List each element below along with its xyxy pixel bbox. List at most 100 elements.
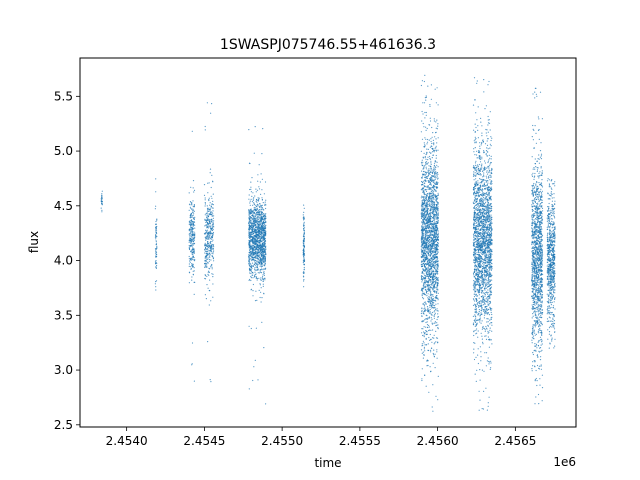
data-point — [425, 226, 427, 228]
data-point — [421, 205, 423, 207]
data-point — [436, 87, 438, 89]
data-point — [426, 251, 428, 253]
data-point — [251, 245, 253, 247]
data-point — [429, 211, 431, 213]
data-point — [420, 217, 423, 219]
data-point — [208, 199, 210, 202]
data-point — [259, 239, 261, 241]
data-point — [257, 180, 259, 182]
data-point — [427, 310, 429, 312]
data-point — [433, 202, 435, 204]
data-point — [259, 254, 261, 256]
data-point — [259, 243, 261, 245]
data-point — [257, 225, 259, 227]
data-point — [437, 285, 439, 287]
data-point — [424, 97, 426, 99]
data-point — [423, 166, 425, 168]
data-point — [191, 264, 194, 266]
data-point — [429, 202, 431, 204]
data-point — [248, 215, 250, 217]
data-point — [251, 250, 253, 252]
data-point — [254, 269, 256, 271]
data-point — [425, 166, 427, 168]
data-point — [423, 293, 425, 295]
data-point — [423, 248, 425, 250]
data-point — [263, 347, 265, 349]
data-point — [421, 293, 423, 295]
data-point — [211, 248, 213, 250]
data-point — [428, 219, 430, 221]
data-point — [424, 209, 426, 211]
data-point — [155, 228, 157, 230]
data-point — [426, 321, 428, 323]
data-point — [303, 238, 305, 240]
data-point — [436, 247, 438, 249]
data-point — [435, 218, 437, 220]
data-point — [256, 246, 258, 248]
data-point — [264, 214, 266, 216]
data-point — [189, 237, 191, 239]
data-point — [422, 219, 424, 221]
data-point — [430, 201, 433, 203]
data-point — [253, 259, 255, 261]
data-point — [429, 272, 431, 275]
data-point — [264, 260, 266, 262]
data-point — [425, 201, 427, 203]
data-point — [192, 200, 194, 202]
data-point — [213, 260, 215, 262]
data-point — [433, 214, 435, 216]
data-point — [258, 277, 260, 279]
data-point — [420, 256, 423, 258]
data-point — [303, 247, 305, 249]
data-point — [422, 340, 424, 342]
data-point — [421, 230, 423, 233]
data-point — [260, 266, 262, 268]
data-point — [208, 199, 210, 201]
data-point — [256, 214, 258, 216]
data-point — [188, 271, 190, 273]
data-point — [437, 149, 439, 151]
data-point — [435, 216, 437, 218]
data-point — [189, 245, 192, 247]
data-point — [427, 253, 429, 255]
data-point — [259, 231, 261, 233]
data-point — [425, 114, 427, 116]
data-point — [250, 220, 252, 222]
data-point — [252, 212, 254, 214]
data-point — [253, 197, 255, 199]
data-point — [424, 144, 426, 146]
data-point — [206, 212, 208, 214]
data-point — [436, 286, 438, 288]
data-point — [210, 186, 212, 189]
data-point — [189, 224, 191, 226]
data-point — [424, 269, 426, 271]
data-point — [432, 273, 434, 276]
data-point — [253, 241, 255, 243]
data-point — [436, 207, 438, 209]
data-point — [436, 142, 438, 144]
data-point — [254, 230, 256, 232]
data-point — [191, 210, 194, 212]
data-point — [250, 198, 252, 200]
data-point — [209, 172, 211, 174]
data-point — [434, 174, 436, 176]
data-point — [437, 173, 439, 175]
data-point — [435, 233, 437, 235]
data-point — [206, 221, 208, 223]
data-point — [423, 348, 425, 350]
data-point — [420, 245, 422, 247]
data-point — [262, 243, 264, 245]
data-point — [421, 311, 423, 313]
data-point — [256, 201, 258, 203]
data-point — [211, 224, 213, 226]
data-point — [193, 237, 195, 239]
data-point — [207, 271, 209, 273]
data-point — [256, 269, 258, 271]
data-point — [210, 213, 212, 216]
data-point — [474, 172, 476, 174]
data-point — [435, 240, 437, 242]
data-point — [428, 268, 430, 270]
data-point — [188, 209, 190, 211]
data-point — [420, 150, 422, 152]
data-point — [192, 233, 194, 235]
